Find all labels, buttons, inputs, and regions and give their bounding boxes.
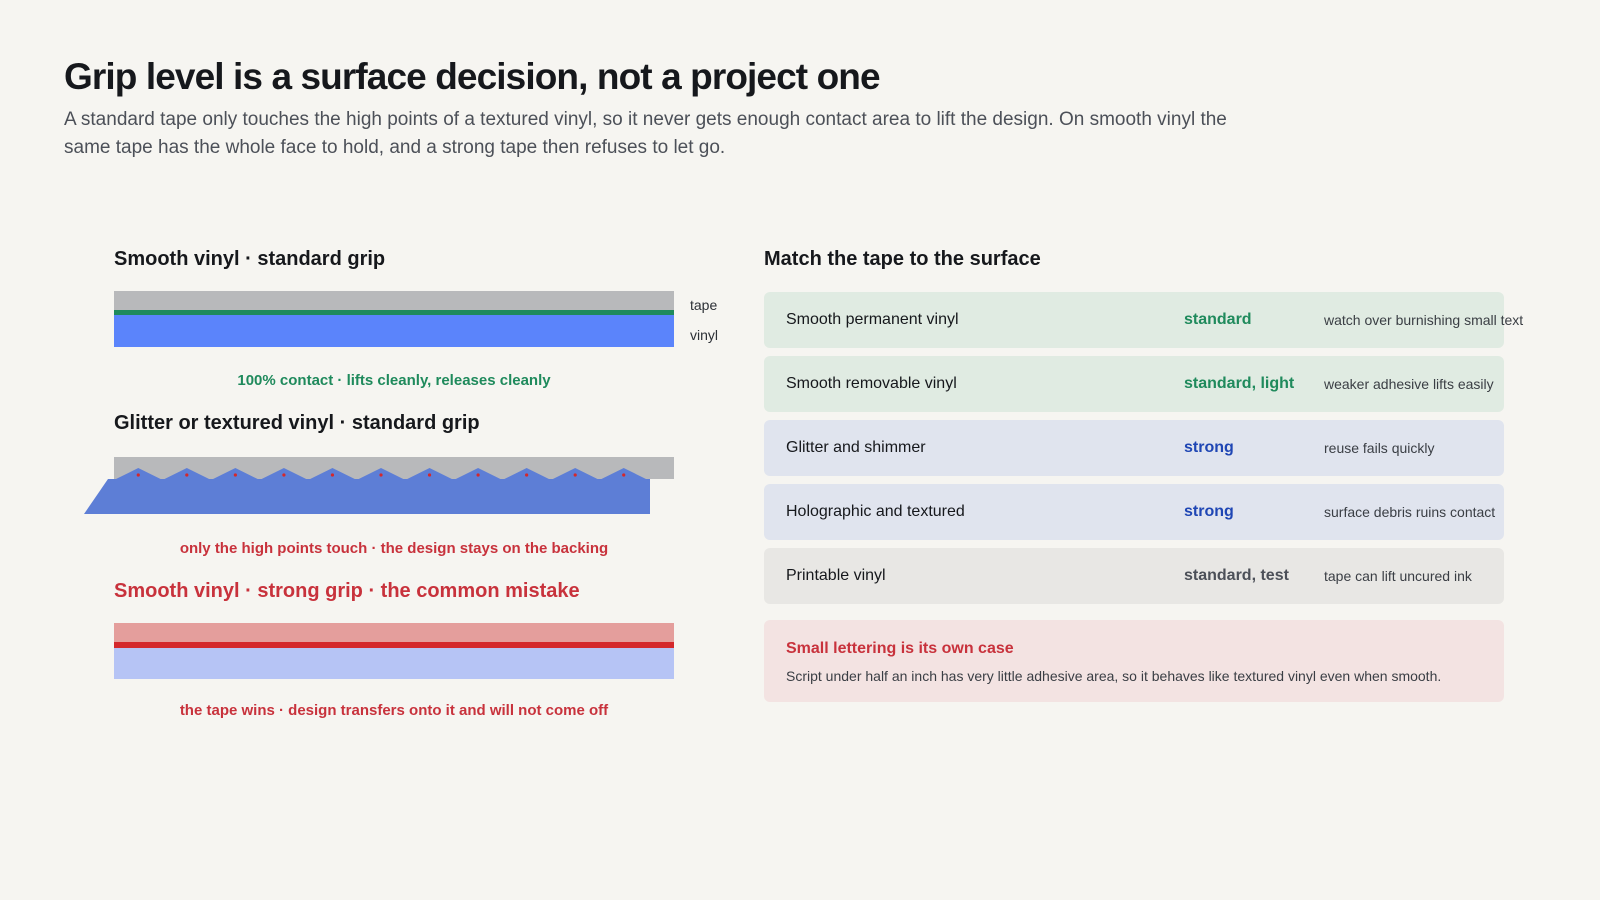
- smooth-strong-title: Smooth vinyl · strong grip · the common …: [114, 580, 580, 602]
- smooth-standard-caption: 100% contact · lifts cleanly, releases c…: [237, 372, 551, 389]
- smooth-strong-diagram: [114, 623, 674, 679]
- note-cell: tape can lift uncured ink: [1324, 568, 1472, 584]
- surface-cell: Holographic and textured: [786, 503, 965, 520]
- contact-point: [476, 473, 480, 477]
- table-row: Holographic and textured strong surface de…: [764, 484, 1504, 540]
- strong-bond-line: [114, 642, 674, 648]
- textured-standard-diagram: [84, 457, 674, 514]
- page-title: Grip level is a surface decision, not a …: [64, 56, 881, 97]
- contact-point: [282, 473, 286, 477]
- vinyl-label: vinyl: [690, 327, 719, 343]
- smooth-standard-title: Smooth vinyl · standard grip: [114, 248, 386, 270]
- smooth-standard-diagram: [114, 291, 674, 347]
- table-row: Smooth permanent vinyl standard watch over…: [764, 292, 1523, 348]
- contact-point: [185, 473, 189, 477]
- vinyl-layer: [114, 648, 674, 679]
- contact-point: [573, 473, 577, 477]
- surface-cell: Printable vinyl: [786, 567, 886, 584]
- smooth-strong-caption: the tape wins · design transfers onto it…: [179, 702, 609, 719]
- contact-point: [525, 473, 529, 477]
- surface-cell: Smooth removable vinyl: [786, 375, 957, 392]
- note-cell: watch over burnishing small text: [1324, 312, 1524, 328]
- grip-cell: standard: [1184, 311, 1252, 328]
- contact-point: [622, 473, 626, 477]
- contact-point: [427, 473, 432, 477]
- grip-cell: standard, test: [1184, 567, 1289, 584]
- grip-cell: strong: [1184, 439, 1234, 456]
- grip-cell: standard, light: [1184, 375, 1295, 392]
- callout-body: Script under half an inch has very littl…: [786, 668, 1442, 684]
- surface-cell: Glitter and shimmer: [786, 439, 926, 456]
- note-cell: weaker adhesive lifts easily: [1324, 376, 1494, 392]
- table-row: Printable vinyl standard, test tape can li…: [764, 548, 1504, 604]
- contact-line: [114, 310, 674, 315]
- surface-cell: Smooth permanent vinyl: [786, 311, 959, 328]
- tape-layer: [114, 291, 674, 311]
- note-cell: surface debris ruins contact: [1324, 504, 1496, 520]
- contact-point: [233, 473, 237, 477]
- strong-tape-layer: [114, 623, 674, 643]
- textured-standard-title: Glitter or textured vinyl · standard gri…: [114, 412, 480, 434]
- small-lettering-callout: Small lettering is its own case Script u…: [764, 620, 1504, 702]
- textured-standard-caption: only the high points touch · the design …: [179, 540, 609, 557]
- contact-point: [136, 473, 140, 477]
- callout-title: Small lettering is its own case: [786, 640, 1014, 657]
- contact-point: [330, 473, 335, 477]
- contact-point: [379, 473, 383, 477]
- table-row: Smooth removable vinyl standard, light wea…: [764, 356, 1504, 412]
- tape-label: tape: [690, 297, 718, 313]
- intro-paragraph: A standard tape only touches the high po…: [64, 109, 1227, 158]
- table-row: Glitter and shimmer strong reuse fails qui…: [764, 420, 1504, 476]
- grip-cell: strong: [1184, 503, 1234, 520]
- note-cell: reuse fails quickly: [1324, 440, 1435, 456]
- table-title: Match the tape to the surface: [764, 248, 1041, 270]
- textured-vinyl-layer: [84, 479, 650, 514]
- vinyl-layer: [114, 315, 674, 347]
